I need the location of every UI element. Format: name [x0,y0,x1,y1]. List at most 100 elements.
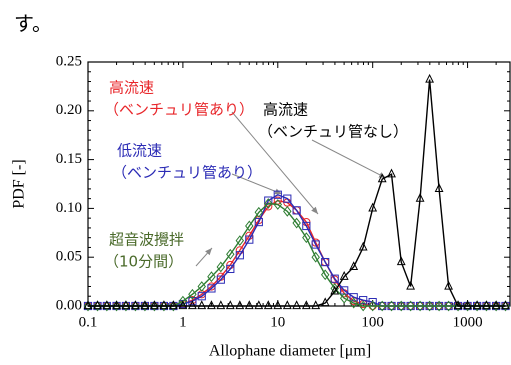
data-point [482,300,491,312]
data-point [501,300,510,310]
annotation: （ベンチュリ管なし） [258,123,408,141]
data-point [216,275,225,284]
data-point [415,192,425,202]
x-tick-label: 100 [361,314,384,330]
data-point [254,217,263,227]
data-point [93,300,102,312]
data-point [349,297,358,309]
data-point [207,300,216,310]
data-point [444,300,453,312]
y-tick-label: 0.10 [56,200,82,216]
data-point [491,300,501,312]
data-point [282,300,292,310]
data-point [235,300,245,310]
data-point [254,206,264,218]
data-point [321,257,330,267]
data-point [112,300,121,310]
data-point [159,300,169,312]
data-point [396,256,406,266]
data-point [273,199,283,210]
data-point [197,292,206,301]
series-line [88,79,506,307]
data-point [444,280,454,290]
annotation: 高流速 [263,101,308,119]
annotation: 高流速 [109,79,154,97]
x-tick-label: 10 [270,314,285,330]
y-tick-label: 0.05 [56,249,82,265]
data-point [463,300,472,310]
annotation: （ベンチュリ管あり） [112,164,262,182]
data-point [330,274,339,283]
data-point [453,300,463,310]
data-point [491,300,501,310]
annotation: 超音波攪拌 [109,231,184,249]
data-point [330,285,340,295]
series-line [88,193,506,307]
data-point [425,73,435,83]
data-point [225,300,235,310]
data-point [292,300,302,310]
y-tick-label: 0.25 [56,53,82,69]
data-point [216,300,226,310]
data-point [264,198,273,209]
data-point [244,300,254,310]
data-point [358,300,368,312]
data-point [292,206,301,215]
data-point [226,264,235,274]
arrows [195,111,387,267]
data-point [472,300,482,312]
data-point [349,261,359,271]
data-point [121,300,131,310]
y-axis-label: PDF [-] [11,159,28,208]
data-point [197,300,207,310]
data-point [368,300,377,312]
data-point [83,300,93,312]
data-point [140,300,150,312]
data-point [207,284,216,293]
data-point [188,288,197,300]
data-point [131,300,140,310]
data-point [197,281,206,292]
x-tick-label: 0.1 [79,314,98,330]
data-point [425,300,434,312]
data-point [169,300,178,312]
data-point [283,205,292,217]
y-tick-label: 0.00 [56,297,82,313]
data-point [358,241,368,251]
annotation: （10分間） [104,253,183,271]
data-point [377,173,387,183]
data-point [472,300,482,310]
y-tick-label: 0.15 [56,151,82,167]
data-point [377,300,387,312]
data-point [263,300,273,310]
header-text: す。 [14,14,52,36]
data-point [273,190,282,199]
data-point [301,300,311,310]
data-point [453,300,463,312]
data-point [235,235,245,247]
x-axis-label: Allophane diameter [μm] [209,343,371,360]
data-point [434,183,444,192]
data-point [178,300,188,310]
data-point [387,168,396,178]
data-point [235,251,244,260]
data-point [302,221,311,231]
data-point [93,300,102,310]
annotation: 低流速 [117,142,162,160]
data-point [368,202,378,212]
x-tick-label: 1000 [453,314,483,330]
data-point [292,217,301,229]
data-point [273,300,283,310]
data-point [463,300,472,312]
data-point [216,261,226,273]
data-point [434,300,444,312]
data-point [149,300,159,310]
data-point [406,280,416,290]
data-point [397,300,406,312]
y-tick-label: 0.20 [56,102,82,118]
data-point [339,271,349,280]
data-point [102,300,112,312]
data-point [359,296,368,305]
data-point [406,300,415,312]
